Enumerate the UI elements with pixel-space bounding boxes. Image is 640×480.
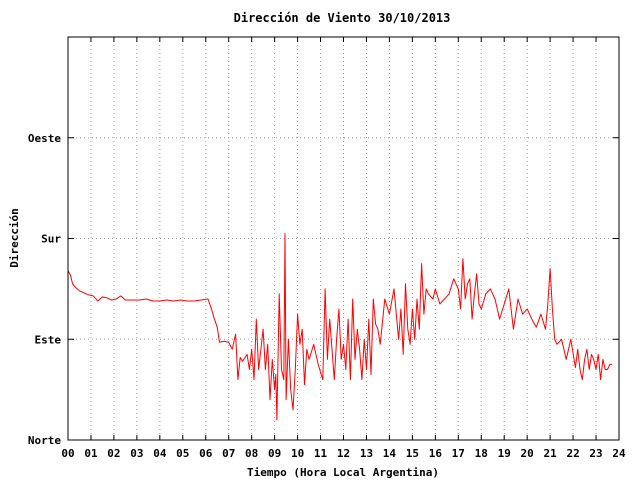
x-tick-label: 16: [429, 447, 443, 460]
x-tick-label: 11: [314, 447, 328, 460]
x-tick-label: 07: [222, 447, 235, 460]
y-tick-label: Este: [35, 333, 62, 346]
x-tick-label: 09: [268, 447, 281, 460]
x-tick-label: 05: [176, 447, 189, 460]
x-tick-label: 19: [498, 447, 511, 460]
x-tick-label: 23: [589, 447, 602, 460]
series-line-0: [67, 233, 613, 421]
x-tick-label: 00: [61, 447, 74, 460]
x-tick-label: 18: [475, 447, 488, 460]
x-tick-label: 06: [199, 447, 213, 460]
y-tick-label: Oeste: [28, 132, 61, 145]
x-tick-label: 10: [291, 447, 304, 460]
y-axis-label: Dirección: [8, 208, 21, 268]
x-tick-label: 12: [337, 447, 350, 460]
y-axis-ticks: Norte Este Sur Oeste: [28, 132, 619, 447]
x-tick-label: 08: [245, 447, 258, 460]
x-tick-label: 24: [612, 447, 626, 460]
x-axis-ticks: 00 01 02 03 04 05 06 07 08 09 10 11 12 13 14 15 16 17 18 19…: [61, 37, 626, 460]
x-tick-label: 01: [84, 447, 98, 460]
chart-title: Dirección de Viento 30/10/2013: [234, 11, 451, 25]
x-tick-label: 20: [521, 447, 534, 460]
x-tick-label: 15: [406, 447, 419, 460]
x-axis-label: Tiempo (Hora Local Argentina): [247, 466, 439, 479]
y-tick-label: Norte: [28, 434, 61, 447]
x-tick-label: 04: [153, 447, 167, 460]
x-tick-label: 21: [544, 447, 558, 460]
data-layer: [67, 233, 613, 421]
x-tick-label: 14: [383, 447, 397, 460]
x-tick-label: 17: [452, 447, 465, 460]
x-tick-label: 22: [566, 447, 579, 460]
y-tick-label: Sur: [41, 233, 61, 246]
x-tick-label: 02: [107, 447, 120, 460]
x-tick-label: 03: [130, 447, 143, 460]
grid-lines: [68, 37, 619, 440]
x-tick-label: 13: [360, 447, 373, 460]
